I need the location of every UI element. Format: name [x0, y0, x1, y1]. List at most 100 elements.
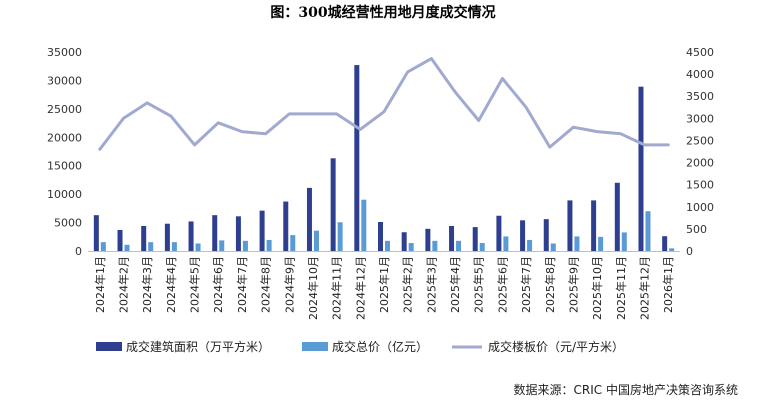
x-tick-label: 2024年12月 — [353, 256, 367, 320]
bar-total — [266, 239, 272, 251]
bar-area — [543, 219, 549, 251]
price-line-path — [98, 57, 670, 151]
bar-area — [472, 227, 478, 251]
bar-total — [621, 232, 627, 251]
bar-area — [188, 221, 194, 251]
bar-area — [401, 232, 407, 251]
bar-area — [567, 200, 573, 251]
bar-area — [283, 201, 289, 251]
bar-total — [598, 236, 604, 251]
bar-area — [117, 229, 123, 251]
bar-area — [520, 220, 526, 251]
legend-label-area: 成交建筑面积（万平方米） — [126, 339, 270, 354]
bar-total — [550, 243, 556, 251]
bar-area — [662, 236, 668, 251]
right-tick-label: 500 — [686, 223, 707, 236]
bar-total — [503, 236, 509, 251]
x-tick-label: 2024年9月 — [282, 256, 296, 313]
bar-total — [456, 240, 462, 251]
bar-area — [638, 86, 644, 251]
bar-area — [164, 223, 170, 251]
right-tick-label: 1000 — [686, 201, 714, 214]
legend-label-total: 成交总价（亿元） — [332, 339, 428, 354]
bar-area — [306, 187, 312, 251]
bar-area — [259, 210, 265, 251]
bar-total — [219, 240, 225, 251]
bar-area — [330, 158, 336, 251]
bar-area — [378, 222, 383, 251]
x-tick-label: 2024年6月 — [211, 256, 225, 313]
x-tick-label: 2024年11月 — [330, 256, 344, 320]
legend-label-price: 成交楼板价（元/平方米） — [488, 339, 624, 354]
bar-total — [361, 199, 367, 251]
bar-total — [527, 239, 533, 251]
source-note: 数据来源：CRIC 中国房地产决策咨询系统 — [514, 382, 738, 397]
left-tick-label: 20000 — [47, 131, 82, 144]
bar-total — [385, 240, 390, 251]
left-tick-label: 35000 — [47, 46, 82, 59]
bar-area — [141, 225, 147, 251]
bar-total — [408, 243, 414, 251]
bars — [93, 65, 675, 251]
bar-area — [614, 182, 620, 251]
right-tick-label: 3500 — [686, 90, 714, 103]
bar-total — [195, 243, 201, 251]
right-tick-label: 3000 — [686, 112, 714, 125]
bar-area — [449, 225, 455, 251]
left-tick-label: 30000 — [47, 74, 82, 87]
right-tick-label: 2500 — [686, 134, 714, 147]
x-tick-label: 2024年5月 — [188, 256, 202, 313]
bar-total — [148, 242, 154, 251]
left-tick-label: 5000 — [54, 217, 82, 230]
x-tick-label: 2024年1月 — [93, 256, 107, 313]
x-tick-label: 2025年3月 — [424, 256, 438, 313]
x-tick-label: 2026年1月 — [661, 256, 675, 313]
x-tick-label: 2025年5月 — [472, 256, 486, 313]
right-tick-label: 1500 — [686, 179, 714, 192]
bar-area — [93, 215, 99, 251]
x-tick-label: 2025年2月 — [401, 256, 415, 313]
bar-total — [574, 236, 580, 251]
right-tick-label: 0 — [686, 245, 693, 258]
x-tick-label: 2025年9月 — [566, 256, 580, 313]
bar-area — [235, 216, 241, 251]
bar-total — [290, 235, 296, 251]
bar-total — [432, 240, 438, 251]
right-tick-label: 2000 — [686, 157, 714, 170]
x-tick-label: 2025年1月 — [377, 256, 391, 313]
x-tick-label: 2025年12月 — [638, 256, 652, 320]
right-axis-ticks: 0 500 1000 1500 2000 2500 3000 3500 4000 4500 — [686, 46, 714, 258]
x-tick-label: 2024年7月 — [235, 256, 249, 313]
bar-area — [496, 215, 502, 251]
legend-swatch-area — [96, 342, 122, 351]
bar-total — [337, 222, 343, 251]
bar-total — [100, 242, 106, 251]
x-tick-label: 2024年2月 — [117, 256, 131, 313]
chart-title: 图：300城经营性用地月度成交情况 — [270, 4, 495, 21]
bar-total — [242, 240, 248, 251]
bar-total — [479, 243, 485, 251]
right-tick-label: 4500 — [686, 46, 714, 59]
legend: 成交建筑面积（万平方米） 成交总价（亿元） 成交楼板价（元/平方米） — [96, 339, 624, 354]
right-tick-label: 4000 — [686, 68, 714, 81]
legend-swatch-total — [302, 342, 328, 351]
bar-total — [669, 248, 675, 251]
price-line — [98, 57, 670, 151]
left-tick-label: 25000 — [47, 103, 82, 116]
bar-total — [645, 211, 651, 251]
left-tick-label: 0 — [75, 245, 82, 258]
x-axis-ticks: 2024年1月 2024年2月 2024年3月 2024年4月 2024年5月 2024年… — [93, 256, 675, 320]
bar-total — [313, 230, 319, 251]
bar-area — [212, 215, 218, 251]
bar-area — [591, 200, 597, 251]
bar-total — [171, 242, 177, 251]
left-tick-label: 15000 — [47, 160, 82, 173]
left-axis-ticks: 0 5000 10000 15000 20000 25000 30000 35000 — [47, 46, 82, 258]
x-tick-label: 2024年10月 — [306, 256, 320, 320]
bar-area — [425, 228, 431, 251]
bar-area — [354, 65, 360, 251]
x-tick-label: 2025年8月 — [543, 256, 557, 313]
x-tick-label: 2025年6月 — [495, 256, 509, 313]
x-tick-label: 2025年10月 — [590, 256, 604, 320]
